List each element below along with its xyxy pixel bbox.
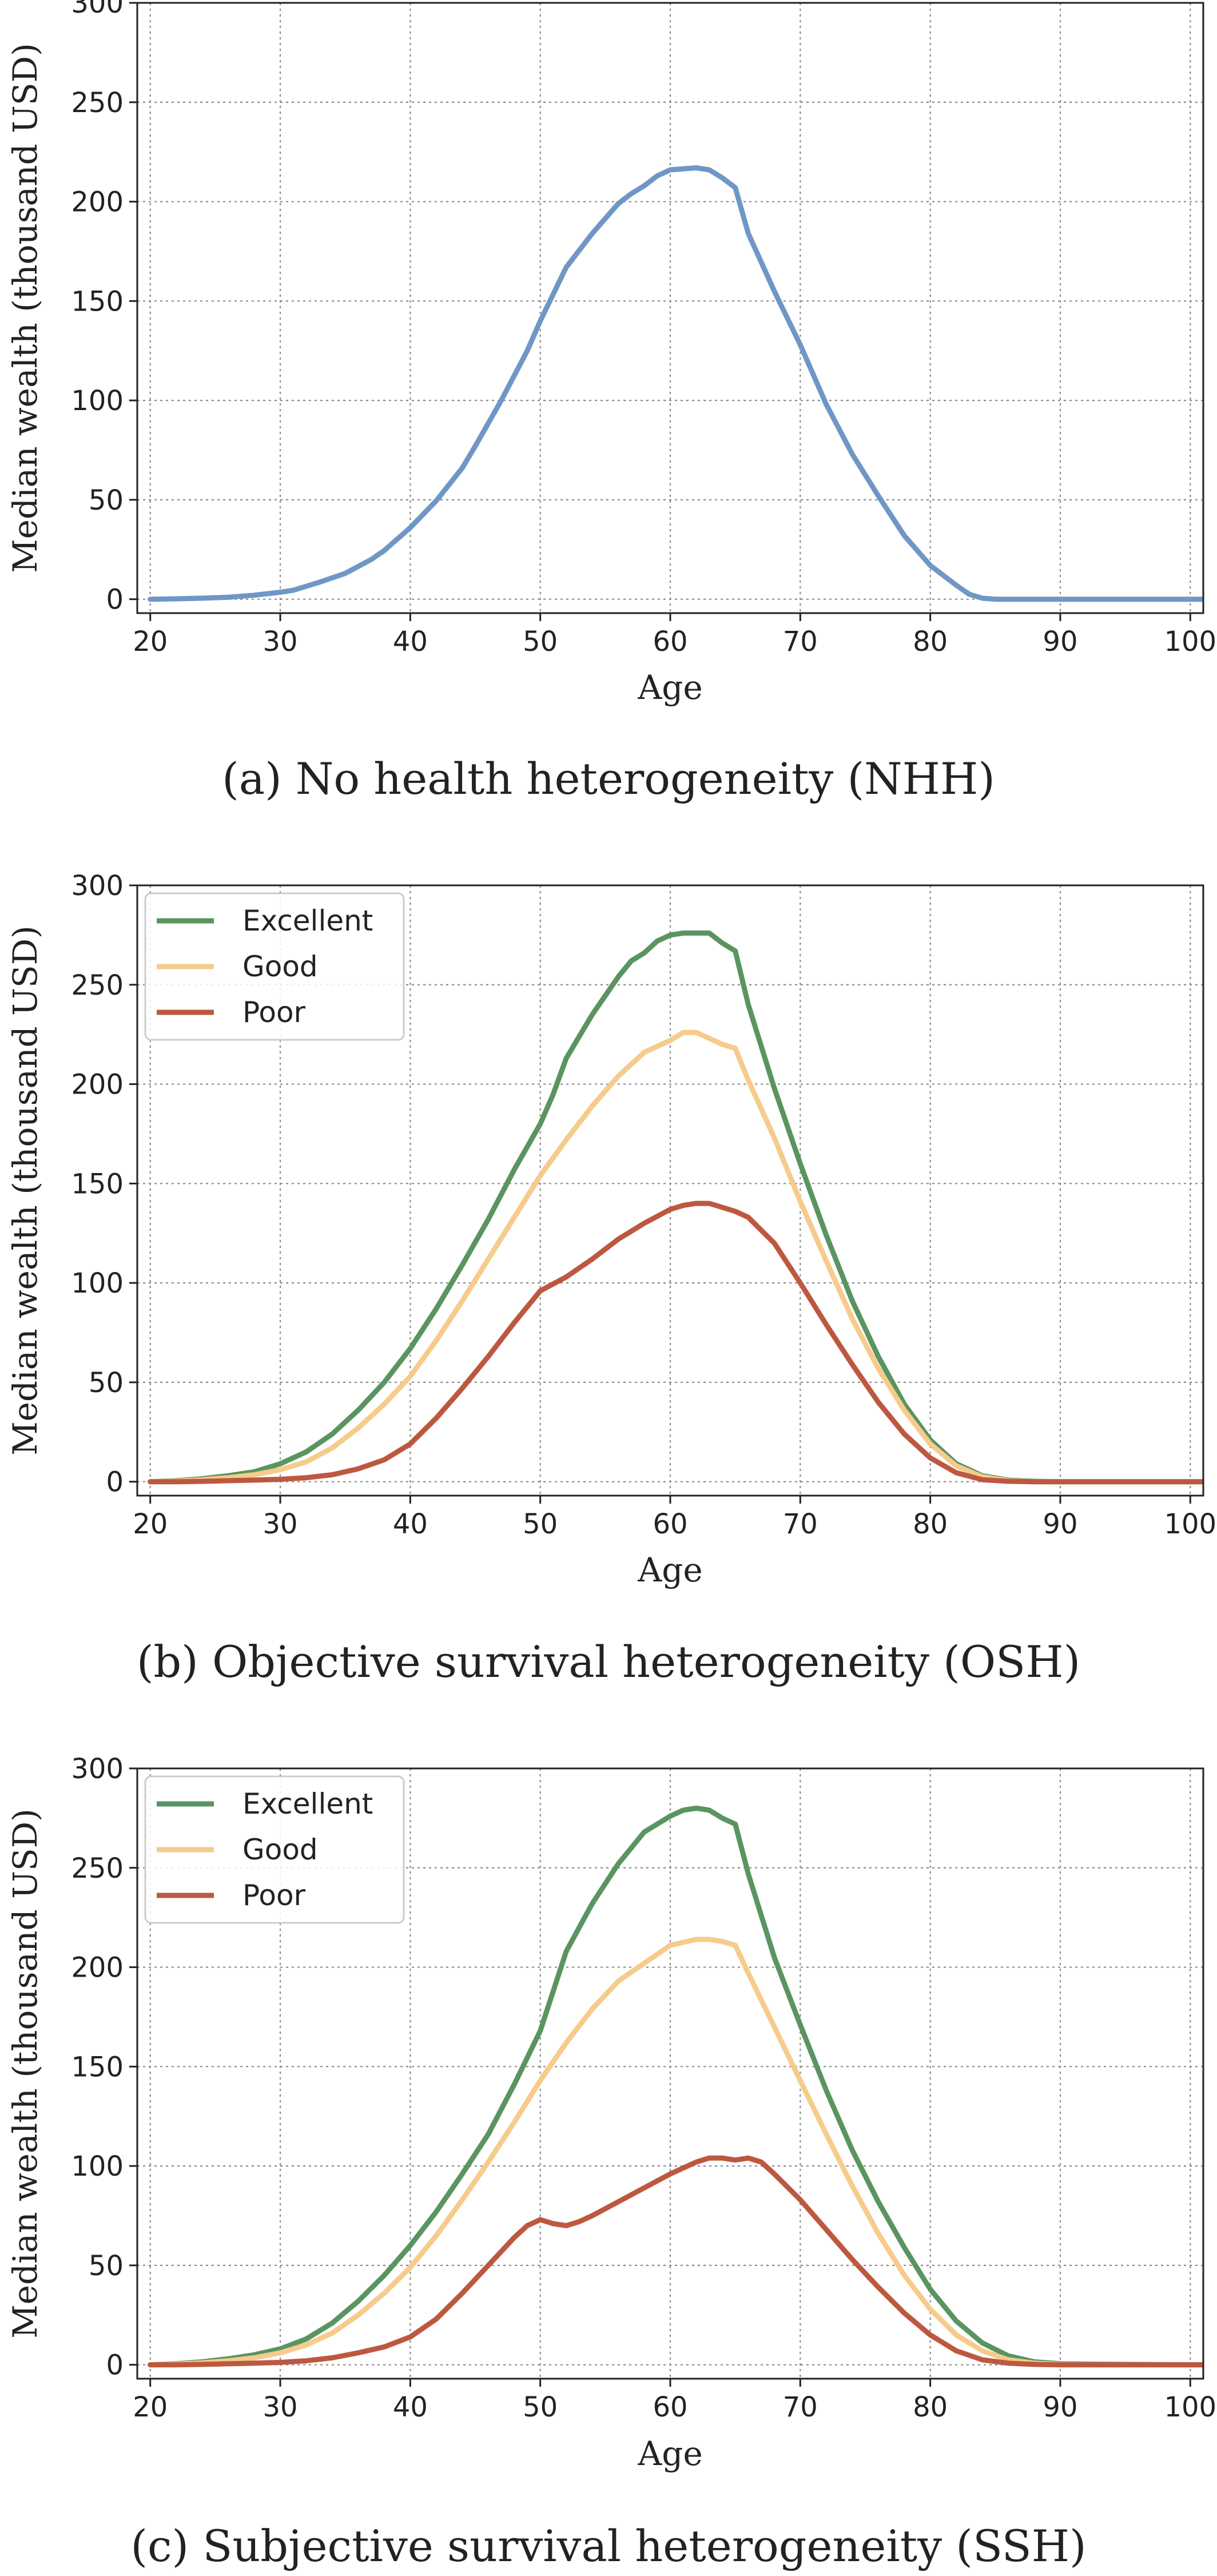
x-tick-label: 30 (263, 1508, 298, 1540)
y-tick-label: 50 (89, 1367, 124, 1399)
y-tick-label: 250 (71, 1853, 124, 1885)
y-tick-label: 200 (71, 1069, 124, 1101)
series-line (148, 2155, 1203, 2368)
y-tick-label: 200 (71, 1952, 124, 1984)
series-line (148, 930, 1203, 1485)
series-line (148, 1029, 1203, 1485)
legend-label: Poor (242, 996, 306, 1029)
chart-panel: 20 30 40 50 60 70 80 90 100 0 50 100 150 200 250 300 Age… (6, 0, 1216, 804)
x-tick-label: 70 (783, 2391, 818, 2423)
y-tick-label: 100 (71, 2150, 124, 2183)
y-tick-label: 0 (106, 584, 124, 616)
panel-caption: (a) No health heterogeneity (NHH) (222, 753, 995, 804)
series-line (148, 165, 1203, 602)
x-tick-label: 60 (653, 2391, 687, 2423)
x-tick-label: 90 (1043, 1508, 1077, 1540)
x-tick-label: 100 (1164, 626, 1216, 658)
x-tick-label: 100 (1164, 2391, 1216, 2423)
y-tick-label: 200 (71, 186, 124, 218)
x-tick-label: 20 (133, 626, 168, 658)
y-tick-label: 50 (89, 2250, 124, 2282)
chart-panel: 20 30 40 50 60 70 80 90 100 0 50 100 150 200 250 300 Age… (6, 870, 1216, 1687)
y-tick-label: 300 (71, 0, 124, 19)
legend-label: Good (242, 950, 318, 983)
x-axis-label: Age (637, 1551, 702, 1589)
legend-label: Poor (242, 1879, 306, 1912)
y-tick-label: 150 (71, 285, 124, 317)
y-axis-label: Median wealth (thousand USD) (6, 925, 45, 1456)
panel-caption: (c) Subjective survival heterogeneity (S… (130, 2521, 1086, 2571)
x-tick-label: 90 (1043, 626, 1077, 658)
x-tick-label: 20 (133, 1508, 168, 1540)
x-tick-label: 100 (1164, 1508, 1216, 1540)
y-tick-label: 0 (106, 1466, 124, 1498)
legend-box (144, 892, 405, 1041)
y-axis-label: Median wealth (thousand USD) (6, 43, 45, 573)
y-tick-label: 300 (71, 870, 124, 902)
x-tick-label: 60 (653, 1508, 687, 1540)
panel-caption: (b) Objective survival heterogeneity (OS… (137, 1636, 1080, 1687)
x-tick-label: 80 (913, 2391, 948, 2423)
x-tick-label: 50 (523, 1508, 558, 1540)
series-line (148, 1806, 1203, 2368)
x-axis-label: Age (637, 2434, 702, 2473)
x-tick-label: 80 (913, 1508, 948, 1540)
x-tick-label: 20 (133, 2391, 168, 2423)
y-tick-label: 100 (71, 385, 124, 417)
x-tick-label: 50 (523, 626, 558, 658)
y-tick-label: 150 (71, 1168, 124, 1200)
x-tick-label: 80 (913, 626, 948, 658)
y-tick-label: 100 (71, 1267, 124, 1299)
x-axis-label: Age (637, 668, 702, 707)
legend-box (144, 1775, 405, 1924)
y-tick-label: 300 (71, 1753, 124, 1785)
x-tick-label: 70 (783, 1508, 818, 1540)
y-axis-label: Median wealth (thousand USD) (6, 1808, 45, 2339)
x-tick-label: 50 (523, 2391, 558, 2423)
legend-label: Good (242, 1833, 318, 1866)
legend-label: Excellent (242, 904, 373, 937)
y-tick-label: 50 (89, 484, 124, 516)
x-tick-label: 60 (653, 626, 687, 658)
x-tick-label: 30 (263, 2391, 298, 2423)
series-line (148, 1200, 1203, 1485)
y-tick-label: 250 (71, 87, 124, 119)
series-line (148, 1937, 1203, 2368)
x-tick-label: 40 (393, 626, 428, 658)
chart-panel: 20 30 40 50 60 70 80 90 100 0 50 100 150 200 250 300 Age… (6, 1753, 1216, 2571)
x-tick-label: 40 (393, 1508, 428, 1540)
legend-label: Excellent (242, 1787, 373, 1820)
x-tick-label: 40 (393, 2391, 428, 2423)
x-tick-label: 30 (263, 626, 298, 658)
y-tick-label: 250 (71, 969, 124, 1001)
y-tick-label: 150 (71, 2051, 124, 2083)
y-tick-label: 0 (106, 2350, 124, 2382)
x-tick-label: 70 (783, 626, 818, 658)
x-tick-label: 90 (1043, 2391, 1077, 2423)
